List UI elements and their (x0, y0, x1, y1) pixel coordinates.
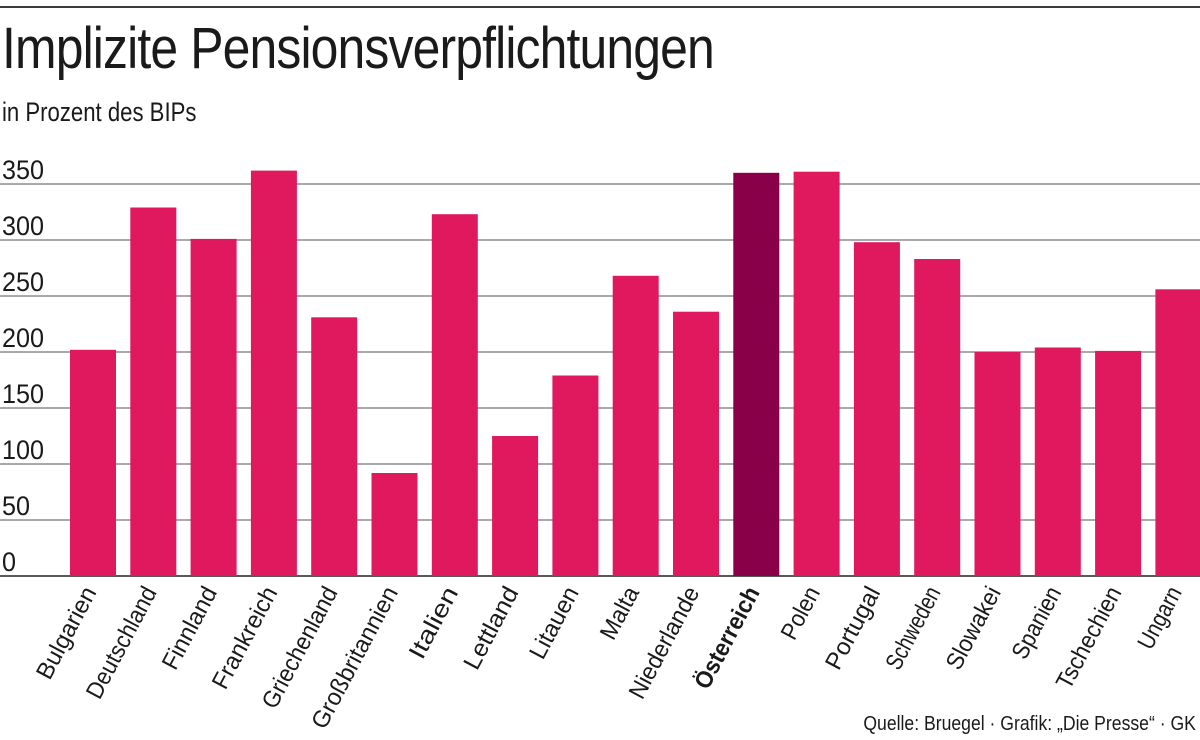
y-tick-label-350: 350 (2, 155, 44, 185)
y-tick-label-250: 250 (2, 267, 44, 297)
x-tick-label-polen: Polen (776, 582, 826, 644)
y-tick-label-200: 200 (2, 323, 44, 353)
bar-deutschland (130, 207, 177, 576)
x-tick-label-italien: Italien (404, 582, 464, 664)
x-tick-label-litauen: Litauen (524, 582, 584, 664)
source-note: Quelle: Bruegel · Grafik: „Die Presse“ ·… (863, 713, 1196, 735)
bar-italien (431, 214, 478, 576)
x-tick-label-lettland: Lettland (458, 582, 524, 674)
bar-finnland (190, 238, 237, 576)
bar-frankreich (250, 170, 297, 576)
x-tick-labels: BulgarienDeutschlandFinnlandFrankreichGr… (31, 582, 1188, 734)
bar-schweden (914, 259, 961, 576)
y-tick-label-0: 0 (2, 547, 16, 577)
bar-portugal (853, 242, 900, 576)
x-tick-label-slowakei: Slowakei (941, 582, 1007, 674)
bar-bulgarien (70, 349, 116, 576)
bar-griechenland (311, 317, 358, 576)
bar-tschechien (1095, 350, 1142, 576)
x-tick-label-schweden: Schweden (880, 582, 946, 674)
bar-ungarn (1155, 289, 1200, 576)
bar-malta (612, 275, 659, 576)
chart-title: Implizite Pensionsverpflichtungen (2, 16, 715, 81)
y-tick-label-50: 50 (2, 491, 30, 521)
bar-polen (793, 171, 840, 576)
bar-großbritannien (371, 473, 418, 576)
x-tick-label-finnland: Finnland (157, 582, 223, 674)
x-tick-label-bulgarien: Bulgarien (31, 582, 102, 684)
x-tick-label-ungarn: Ungarn (1132, 582, 1187, 654)
bar-litauen (552, 375, 599, 576)
bar-österreich (733, 172, 780, 577)
y-tick-label-150: 150 (2, 379, 44, 409)
bars (70, 170, 1200, 577)
bar-spanien (1034, 347, 1081, 576)
chart-subtitle: in Prozent des BIPs (2, 97, 197, 127)
x-tick-label-spanien: Spanien (1007, 582, 1067, 664)
y-tick-label-100: 100 (2, 435, 44, 465)
x-tick-label-malta: Malta (595, 582, 645, 645)
x-tick-label-portugal: Portugal (820, 582, 886, 674)
bar-lettland (492, 436, 539, 576)
top-rule (0, 6, 1200, 8)
y-tick-label-300: 300 (2, 211, 44, 241)
bar-niederlande (673, 311, 719, 576)
bar-slowakei (974, 352, 1021, 576)
y-tick-labels: 0 50 100 150 200 250 300 350 (2, 155, 44, 577)
